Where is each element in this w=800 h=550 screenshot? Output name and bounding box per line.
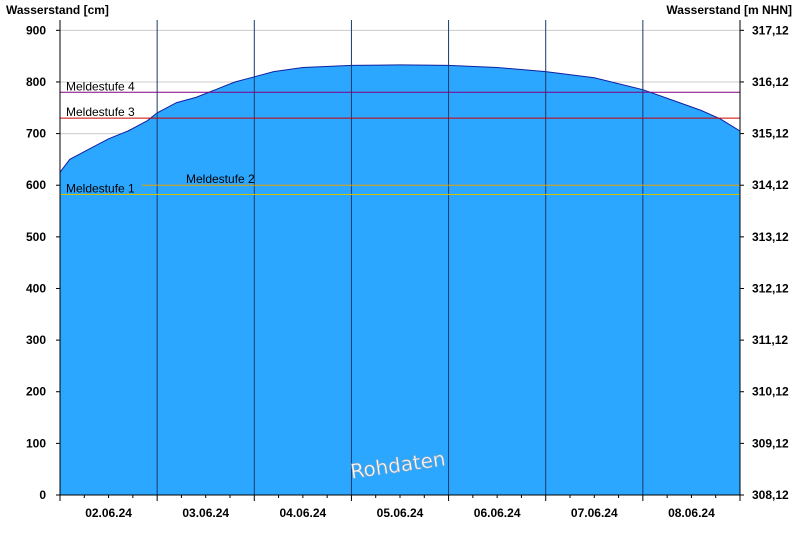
x-tick-label: 02.06.24	[85, 506, 132, 520]
x-tick-label: 07.06.24	[571, 506, 618, 520]
y-tick-label-right: 313,12	[752, 230, 789, 244]
x-tick-label: 04.06.24	[279, 506, 326, 520]
y-tick-label-left: 0	[39, 488, 46, 502]
x-tick-label: 05.06.24	[377, 506, 424, 520]
x-tick-label: 06.06.24	[474, 506, 521, 520]
plot-area: Meldestufe 1 Meldestufe 2 Meldestufe 3 Meld…	[59, 20, 741, 496]
y-tick-label-right: 314,12	[752, 178, 789, 192]
y-tick-label-right: 311,12	[752, 333, 788, 347]
y-tick-label-right: 310,12	[752, 385, 789, 399]
y-axis-title-left: Wasserstand [cm]	[6, 3, 109, 17]
y-tick-label-right: 308,12	[752, 488, 789, 502]
warning-level-lines: Meldestufe 1 Meldestufe 2 Meldestufe 3 Meld…	[60, 79, 740, 196]
threshold-label: Meldestufe 2	[186, 172, 255, 186]
y-tick-label-right: 309,12	[752, 436, 789, 450]
y-tick-label-left: 800	[26, 75, 46, 89]
y-tick-label-left: 400	[26, 281, 46, 295]
threshold-label: Meldestufe 1	[66, 182, 135, 196]
y-ticks-right: 308,12 309,12 310,12 311,12 312,12 313,12 314,…	[740, 23, 789, 502]
y-tick-label-right: 315,12	[752, 127, 789, 141]
y-tick-label-left: 200	[26, 385, 46, 399]
y-tick-label-left: 600	[26, 178, 46, 192]
y-tick-label-left: 100	[26, 436, 46, 450]
axes: 0 100 200 300 400 500 600 700 800 900 308,12 309,1…	[26, 20, 789, 520]
y-tick-label-left: 500	[26, 230, 46, 244]
y-tick-label-right: 317,12	[752, 23, 789, 37]
threshold-label: Meldestufe 3	[66, 105, 135, 119]
y-tick-label-left: 300	[26, 333, 46, 347]
water-level-area	[60, 64, 740, 496]
y-tick-label-right: 316,12	[752, 75, 789, 89]
x-tick-label: 03.06.24	[182, 506, 229, 520]
x-tick-label: 08.06.24	[668, 506, 715, 520]
y-tick-label-right: 312,12	[752, 281, 789, 295]
y-ticks-left: 0 100 200 300 400 500 600 700 800 900	[26, 23, 60, 502]
day-separator-lines	[156, 20, 644, 495]
y-tick-label-left: 900	[26, 23, 46, 37]
y-axis-title-right: Wasserstand [m NHN]	[666, 3, 792, 17]
threshold-label: Meldestufe 4	[66, 79, 135, 93]
x-ticks: 02.06.24 03.06.24 04.06.24 05.06.24 06.06.24…	[59, 495, 741, 520]
y-tick-label-left: 700	[26, 127, 46, 141]
